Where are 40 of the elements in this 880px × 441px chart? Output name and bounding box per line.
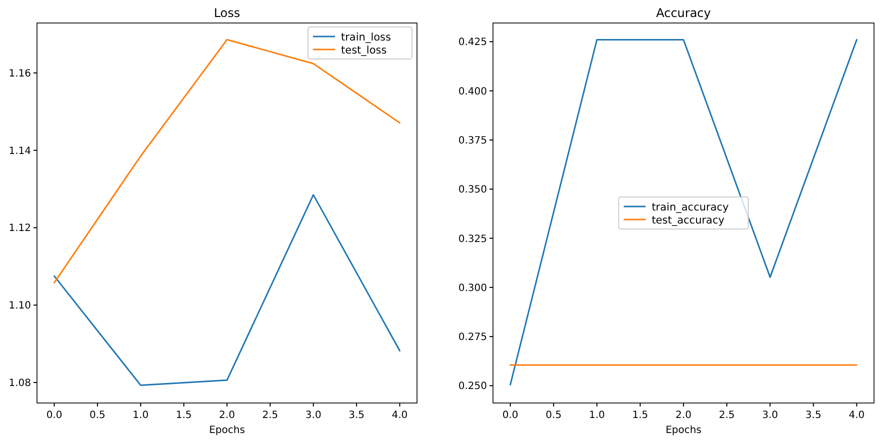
x-tick-label: 0.0: [46, 410, 62, 421]
x-axis-title: Epochs: [209, 425, 245, 436]
y-tick-label: 0.425: [458, 37, 487, 48]
x-tick-label: 3.5: [805, 410, 822, 421]
chart-title: Loss: [214, 6, 240, 20]
x-tick-label: 2.0: [219, 410, 235, 421]
x-tick-label: 0.5: [90, 410, 106, 421]
legend-label: train_accuracy: [652, 202, 729, 214]
x-tick-label: 2.0: [676, 410, 692, 421]
x-axis-title: Epochs: [666, 425, 702, 436]
y-tick-label: 0.375: [458, 135, 487, 146]
y-tick-label: 0.300: [458, 282, 487, 294]
x-tick-label: 2.5: [262, 410, 278, 421]
y-tick-label: 1.16: [8, 68, 31, 80]
x-tick-label: 3.5: [348, 410, 364, 421]
y-tick-label: 1.12: [8, 223, 31, 234]
x-tick-label: 4.0: [848, 410, 865, 421]
y-tick-label: 0.325: [458, 234, 487, 245]
x-tick-label: 2.5: [718, 410, 735, 421]
legend-label: test_loss: [341, 44, 387, 56]
x-tick-label: 1.0: [132, 410, 149, 421]
line-series: [54, 194, 400, 386]
y-tick-label: 1.14: [8, 146, 31, 157]
x-tick-label: 1.5: [632, 410, 648, 421]
y-tick-label: 1.08: [8, 378, 31, 389]
legend-label: train_loss: [341, 32, 391, 44]
y-tick-label: 0.350: [458, 184, 487, 196]
x-tick-label: 0.5: [546, 410, 562, 421]
x-tick-label: 3.0: [762, 410, 778, 421]
legend-label: test_accuracy: [652, 214, 724, 226]
y-tick-label: 0.400: [458, 86, 487, 98]
x-tick-label: 1.0: [588, 410, 605, 421]
y-tick-label: 0.275: [458, 332, 487, 344]
x-tick-label: 0.0: [502, 410, 518, 421]
y-tick-label: 1.10: [8, 300, 31, 312]
x-tick-label: 3.0: [305, 410, 322, 421]
y-tick-label: 0.250: [458, 381, 487, 392]
chart-title: Accuracy: [656, 6, 711, 20]
x-tick-label: 1.5: [176, 410, 192, 421]
x-tick-label: 4.0: [392, 410, 408, 421]
